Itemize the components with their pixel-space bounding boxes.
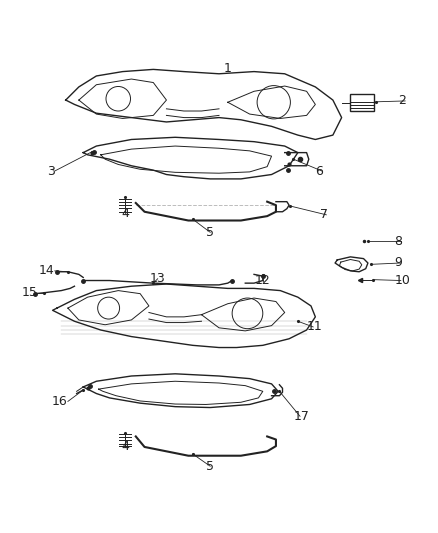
- Text: 7: 7: [320, 208, 328, 221]
- Text: 17: 17: [293, 410, 309, 423]
- Text: 5: 5: [206, 226, 214, 239]
- Text: 4: 4: [121, 207, 129, 220]
- Text: 14: 14: [39, 264, 55, 277]
- Text: 4: 4: [121, 440, 129, 454]
- Text: 12: 12: [255, 274, 271, 287]
- Text: 9: 9: [394, 256, 402, 270]
- Text: 15: 15: [21, 286, 37, 300]
- Text: 5: 5: [206, 460, 214, 473]
- Text: 11: 11: [307, 320, 322, 334]
- Text: 3: 3: [47, 165, 55, 177]
- Text: 13: 13: [150, 272, 166, 285]
- Text: 1: 1: [224, 62, 232, 75]
- Text: 2: 2: [399, 94, 406, 108]
- Text: 10: 10: [394, 274, 410, 287]
- Text: 6: 6: [315, 165, 323, 177]
- Text: 16: 16: [52, 395, 68, 408]
- Text: 8: 8: [394, 235, 402, 248]
